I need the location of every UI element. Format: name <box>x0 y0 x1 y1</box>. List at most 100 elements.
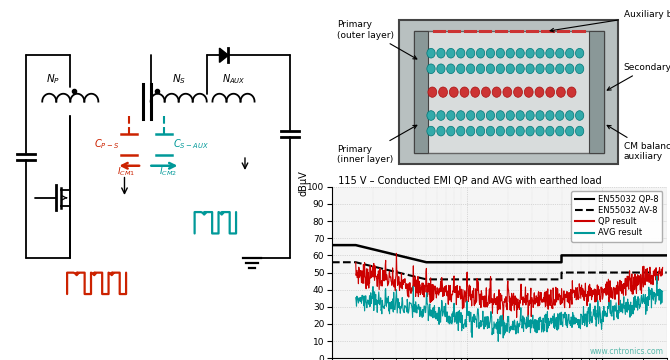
Circle shape <box>567 87 576 97</box>
Circle shape <box>486 126 494 136</box>
Circle shape <box>555 64 564 73</box>
Circle shape <box>476 111 484 120</box>
Circle shape <box>428 87 437 97</box>
Circle shape <box>437 48 445 58</box>
QP result <box>585 294 593 298</box>
Circle shape <box>486 64 494 73</box>
Circle shape <box>576 126 584 136</box>
Circle shape <box>466 64 475 73</box>
Circle shape <box>516 48 525 58</box>
Y-axis label: dBμV: dBμV <box>299 171 308 196</box>
AVG result <box>530 319 538 324</box>
Text: $C_{P-S}$: $C_{P-S}$ <box>94 138 120 151</box>
Circle shape <box>525 87 533 97</box>
Circle shape <box>546 64 554 73</box>
Circle shape <box>427 48 435 58</box>
Circle shape <box>456 48 465 58</box>
Text: 115 V – Conducted EMI QP and AVG with earthed load: 115 V – Conducted EMI QP and AVG with ea… <box>332 176 602 186</box>
EN55032 QP-8 <box>422 260 430 264</box>
Circle shape <box>437 111 445 120</box>
Circle shape <box>536 64 544 73</box>
Circle shape <box>516 111 525 120</box>
Circle shape <box>466 48 475 58</box>
Line: AVG result: AVG result <box>356 276 663 341</box>
Circle shape <box>516 64 525 73</box>
Bar <box>413 31 428 153</box>
Line: EN55032 QP-8: EN55032 QP-8 <box>332 245 667 262</box>
Polygon shape <box>220 48 228 62</box>
Text: Auxiliary bias: Auxiliary bias <box>550 10 670 32</box>
Circle shape <box>427 64 435 73</box>
Circle shape <box>471 87 480 97</box>
QP result <box>499 317 507 321</box>
Circle shape <box>536 126 544 136</box>
Circle shape <box>447 64 455 73</box>
AVG result <box>585 311 593 315</box>
Circle shape <box>427 111 435 120</box>
Circle shape <box>526 111 534 120</box>
QP result <box>548 306 556 310</box>
EN55032 AV-8 <box>557 270 565 275</box>
EN55032 QP-8 <box>557 253 565 257</box>
Circle shape <box>506 64 515 73</box>
Text: CM balance
auxiliary: CM balance auxiliary <box>607 125 670 161</box>
Circle shape <box>460 87 469 97</box>
Circle shape <box>437 64 445 73</box>
Circle shape <box>492 87 501 97</box>
Circle shape <box>555 126 564 136</box>
EN55032 AV-8 <box>328 260 336 264</box>
Circle shape <box>486 48 494 58</box>
AVG result <box>539 326 547 330</box>
Circle shape <box>557 87 565 97</box>
Circle shape <box>486 111 494 120</box>
Circle shape <box>476 126 484 136</box>
Circle shape <box>576 111 584 120</box>
EN55032 QP-8 <box>328 243 336 247</box>
QP result <box>352 260 360 265</box>
Circle shape <box>576 64 584 73</box>
Text: $N_P$: $N_P$ <box>46 72 60 86</box>
EN55032 AV-8 <box>557 277 565 282</box>
Text: www.cntronics.com: www.cntronics.com <box>590 347 663 356</box>
AVG result <box>494 339 502 343</box>
QP result <box>539 297 547 301</box>
Circle shape <box>526 48 534 58</box>
Circle shape <box>447 48 455 58</box>
EN55032 AV-8 <box>422 277 430 282</box>
Circle shape <box>565 48 574 58</box>
EN55032 QP-8 <box>352 243 360 247</box>
Circle shape <box>565 126 574 136</box>
Text: $N_S$: $N_S$ <box>172 72 186 86</box>
Bar <box>399 21 618 164</box>
Legend: EN55032 QP-8, EN55032 AV-8, QP result, AVG result: EN55032 QP-8, EN55032 AV-8, QP result, A… <box>571 191 663 242</box>
Circle shape <box>476 48 484 58</box>
Circle shape <box>546 48 554 58</box>
Bar <box>413 31 604 153</box>
AVG result <box>616 298 624 302</box>
Circle shape <box>437 126 445 136</box>
AVG result <box>653 274 661 278</box>
Text: Primary
(outer layer): Primary (outer layer) <box>337 20 417 59</box>
AVG result <box>371 290 379 294</box>
Circle shape <box>514 87 523 97</box>
Bar <box>589 31 604 153</box>
Line: QP result: QP result <box>356 253 663 319</box>
Text: $I_{CM2}$: $I_{CM2}$ <box>159 166 176 178</box>
EN55032 QP-8 <box>663 253 670 257</box>
Circle shape <box>546 111 554 120</box>
Circle shape <box>526 126 534 136</box>
Circle shape <box>439 87 448 97</box>
Circle shape <box>516 126 525 136</box>
AVG result <box>659 289 667 293</box>
Text: $N_{AUX}$: $N_{AUX}$ <box>222 72 245 86</box>
AVG result <box>352 296 360 300</box>
Circle shape <box>456 111 465 120</box>
Circle shape <box>536 48 544 58</box>
EN55032 QP-8 <box>557 260 565 264</box>
Circle shape <box>535 87 544 97</box>
Circle shape <box>496 111 505 120</box>
QP result <box>659 265 667 270</box>
Circle shape <box>526 64 534 73</box>
AVG result <box>547 321 555 326</box>
Circle shape <box>466 111 475 120</box>
